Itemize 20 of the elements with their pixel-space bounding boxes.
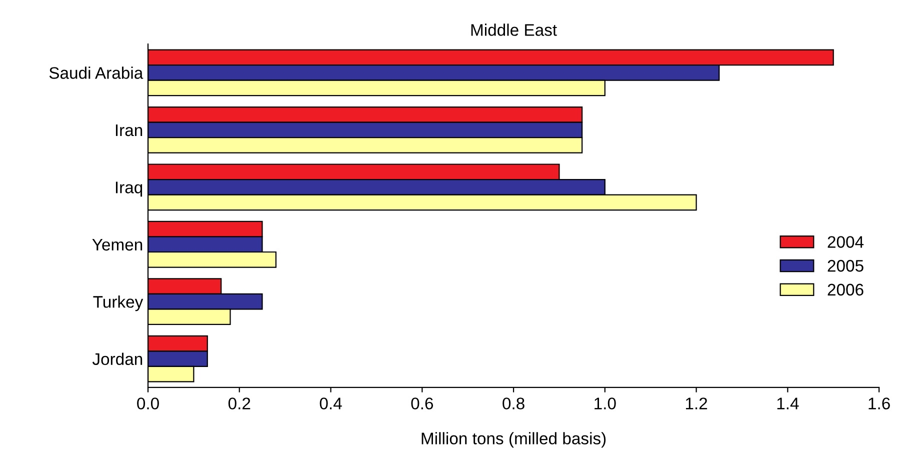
x-tick-label: 1.2 — [686, 398, 708, 410]
x-axis-title: Million tons (milled basis) — [422, 432, 606, 448]
chart-title: Middle East — [471, 24, 557, 36]
legend-label: 2006 — [828, 284, 864, 296]
x-tick-label: 0.4 — [320, 398, 342, 410]
y-tick-label: Yemen — [92, 238, 142, 251]
y-tick-label: Iraq — [116, 182, 142, 197]
x-tick-label: 1.0 — [594, 398, 616, 410]
x-tick-label: 0.0 — [137, 398, 159, 410]
x-tick-label: 0.6 — [411, 398, 434, 410]
y-tick-label: Turkey — [93, 296, 144, 312]
legend-label: 2005 — [828, 260, 864, 272]
legend-label: 2004 — [828, 236, 864, 248]
x-tick-label: 1.4 — [777, 398, 799, 410]
y-tick-label: Saudi Arabia — [49, 66, 144, 79]
y-tick-label: Iran — [116, 124, 142, 136]
x-tick-label: 0.2 — [228, 398, 250, 410]
x-tick-label: 0.8 — [502, 398, 524, 410]
x-tick-label: 1.6 — [868, 398, 890, 410]
y-tick-label: Jordan — [92, 352, 142, 366]
